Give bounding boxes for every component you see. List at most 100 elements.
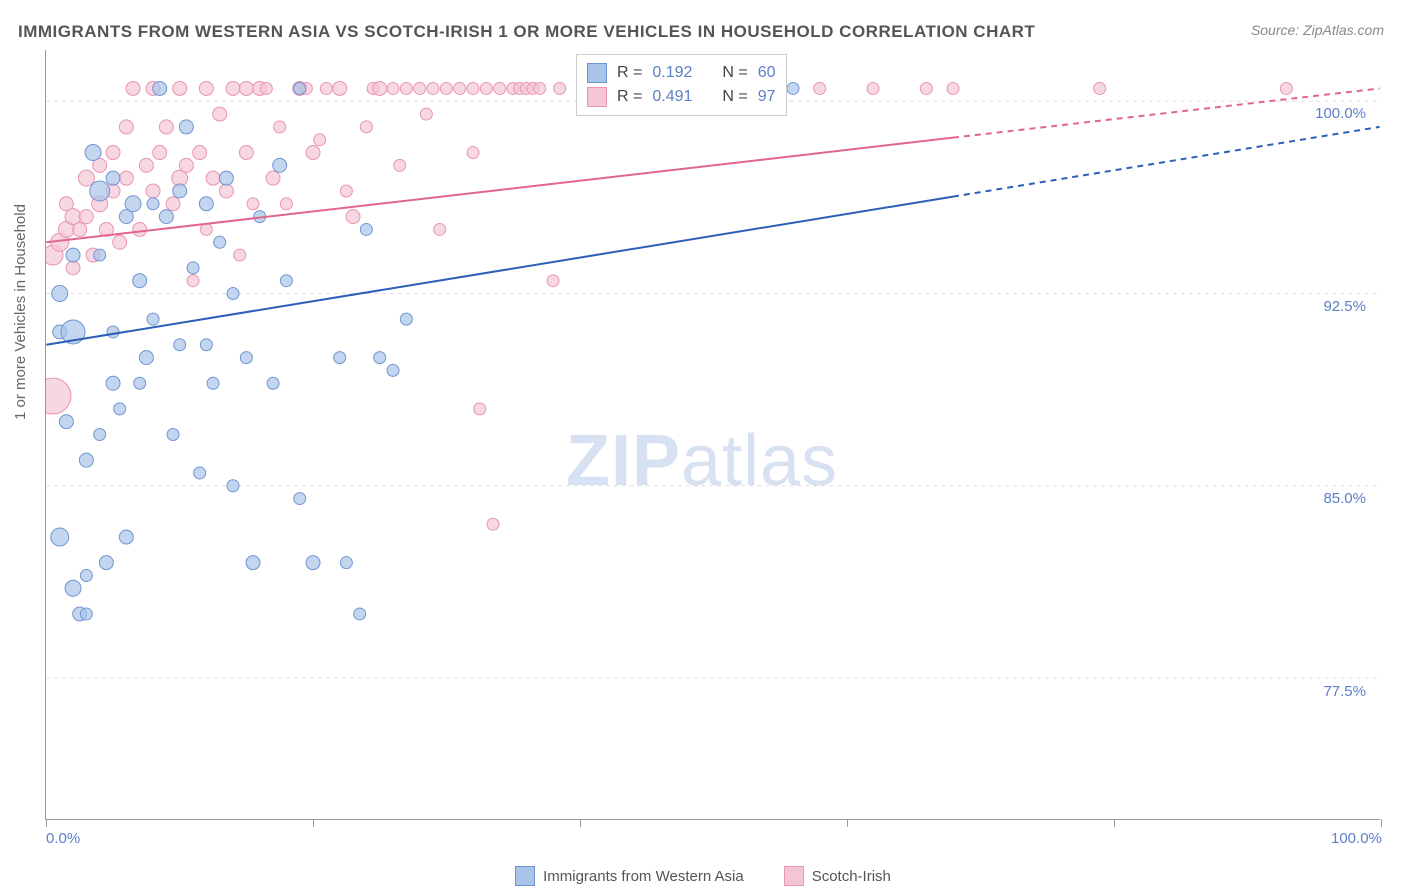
- trend-line: [46, 197, 953, 345]
- data-point: [133, 222, 147, 236]
- data-point: [167, 429, 179, 441]
- data-point: [52, 286, 68, 302]
- data-point: [427, 82, 439, 94]
- data-point: [94, 429, 106, 441]
- data-point: [400, 82, 412, 94]
- data-point: [199, 81, 213, 95]
- data-point: [106, 146, 120, 160]
- x-tick-label: 100.0%: [1331, 830, 1382, 847]
- data-point: [354, 608, 366, 620]
- data-point: [867, 82, 879, 94]
- data-point: [374, 352, 386, 364]
- x-tick: [313, 819, 314, 827]
- data-point: [166, 197, 180, 211]
- data-point: [114, 403, 126, 415]
- data-point: [239, 146, 253, 160]
- data-point: [179, 120, 193, 134]
- data-point: [46, 378, 71, 414]
- scatter-svg: [46, 50, 1380, 819]
- data-point: [246, 556, 260, 570]
- data-point: [106, 171, 120, 185]
- data-point: [147, 313, 159, 325]
- data-point: [207, 377, 219, 389]
- x-tick: [847, 819, 848, 827]
- data-point: [119, 171, 133, 185]
- data-point: [119, 120, 133, 134]
- data-point: [79, 210, 93, 224]
- data-point: [139, 351, 153, 365]
- data-point: [80, 608, 92, 620]
- data-point: [373, 81, 387, 95]
- data-point: [126, 81, 140, 95]
- x-tick: [1381, 819, 1382, 827]
- n-value-pink: 97: [758, 88, 776, 106]
- data-point: [173, 81, 187, 95]
- data-point: [113, 235, 127, 249]
- data-point: [219, 171, 233, 185]
- data-point: [79, 453, 93, 467]
- data-point: [159, 120, 173, 134]
- data-point: [454, 82, 466, 94]
- data-point: [219, 184, 233, 198]
- data-point: [554, 82, 566, 94]
- data-point: [153, 146, 167, 160]
- trend-line-extrapolated: [953, 127, 1380, 197]
- data-point: [947, 82, 959, 94]
- data-point: [340, 557, 352, 569]
- data-point: [440, 82, 452, 94]
- data-point: [227, 480, 239, 492]
- legend-item-pink: Scotch-Irish: [784, 866, 891, 886]
- data-point: [227, 288, 239, 300]
- data-point: [360, 121, 372, 133]
- data-point: [306, 146, 320, 160]
- legend-item-blue: Immigrants from Western Asia: [515, 866, 744, 886]
- data-point: [534, 82, 546, 94]
- data-point: [294, 82, 306, 94]
- swatch-pink: [587, 87, 607, 107]
- data-point: [66, 248, 80, 262]
- data-point: [179, 158, 193, 172]
- correlation-legend-box: R = 0.192 N = 60 R = 0.491 N = 97: [576, 54, 787, 116]
- data-point: [394, 159, 406, 171]
- y-axis-label: 1 or more Vehicles in Household: [12, 204, 29, 420]
- data-point: [920, 82, 932, 94]
- data-point: [194, 467, 206, 479]
- data-point: [187, 262, 199, 274]
- data-point: [487, 518, 499, 530]
- plot-area: R = 0.192 N = 60 R = 0.491 N = 97 ZIPatl…: [45, 50, 1380, 820]
- n-value-blue: 60: [758, 64, 776, 82]
- data-point: [159, 210, 173, 224]
- data-point: [214, 236, 226, 248]
- data-point: [234, 249, 246, 261]
- chart-container: IMMIGRANTS FROM WESTERN ASIA VS SCOTCH-I…: [0, 0, 1406, 892]
- data-point: [174, 339, 186, 351]
- chart-title: IMMIGRANTS FROM WESTERN ASIA VS SCOTCH-I…: [18, 22, 1035, 42]
- data-point: [387, 82, 399, 94]
- data-point: [400, 313, 412, 325]
- data-point: [85, 145, 101, 161]
- data-point: [294, 493, 306, 505]
- data-point: [474, 403, 486, 415]
- data-point: [387, 364, 399, 376]
- data-point: [467, 147, 479, 159]
- data-point: [146, 184, 160, 198]
- data-point: [107, 326, 119, 338]
- data-point: [280, 275, 292, 287]
- data-point: [106, 376, 120, 390]
- data-point: [78, 170, 94, 186]
- data-point: [99, 556, 113, 570]
- data-point: [547, 275, 559, 287]
- x-tick: [580, 819, 581, 827]
- swatch-blue: [587, 63, 607, 83]
- data-point: [274, 121, 286, 133]
- data-point: [90, 181, 110, 201]
- data-point: [333, 81, 347, 95]
- data-point: [80, 569, 92, 581]
- data-point: [133, 274, 147, 288]
- data-point: [266, 171, 280, 185]
- data-point: [247, 198, 259, 210]
- data-point: [173, 184, 187, 198]
- swatch-blue: [515, 866, 535, 886]
- data-point: [59, 415, 73, 429]
- data-point: [240, 352, 252, 364]
